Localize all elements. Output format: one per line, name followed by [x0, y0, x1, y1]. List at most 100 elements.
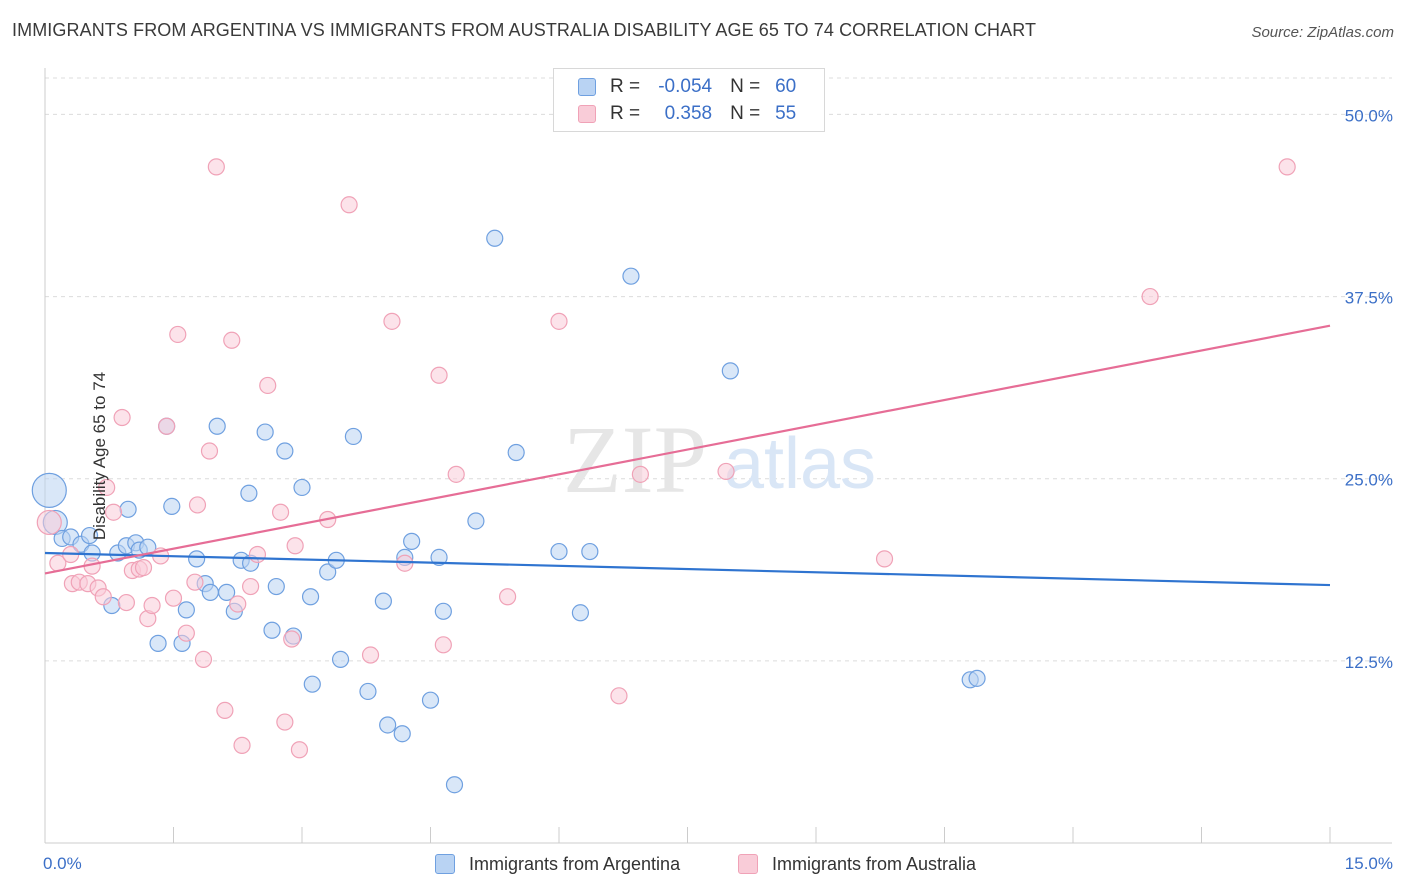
scatter-point: [434, 602, 452, 620]
scatter-point: [201, 583, 219, 601]
scatter-point: [293, 478, 311, 497]
scatter-point: [104, 503, 123, 521]
scatter-point: [359, 682, 377, 701]
scatter-point: [434, 636, 452, 654]
chart-title: IMMIGRANTS FROM ARGENTINA VS IMMIGRANTS …: [12, 20, 1037, 40]
scatter-point: [169, 325, 187, 344]
scatter-point: [207, 158, 225, 176]
scatter-point: [445, 776, 464, 794]
scatter-point: [467, 512, 485, 530]
scatter-point: [571, 604, 590, 622]
scatter-point: [31, 472, 67, 508]
scatter-point: [610, 687, 628, 705]
legend-row-australia: R = 0.358 N = 55: [578, 102, 796, 126]
y-tick-label: 50.0%: [1345, 106, 1393, 125]
scatter-point: [259, 376, 277, 395]
scatter-point: [622, 267, 640, 285]
trend-line: [44, 324, 1331, 575]
scatter-point: [223, 331, 241, 349]
scatter-point: [143, 596, 161, 615]
source-label: Source: ZipAtlas.com: [1251, 24, 1394, 41]
scatter-point: [421, 691, 440, 709]
scatter-point: [218, 583, 236, 601]
legend-r-value: 0.358: [664, 103, 713, 124]
scatter-point: [186, 573, 204, 591]
bottom-legend-swatch-australia: [738, 854, 758, 874]
scatter-point: [301, 588, 320, 606]
scatter-point: [507, 443, 525, 462]
trend-lines: [44, 324, 1331, 587]
scatter-point: [276, 442, 294, 460]
x-tick-label: 0.0%: [43, 854, 82, 873]
legend-n-label: N =: [730, 103, 761, 124]
scatter-point: [158, 417, 176, 435]
scatter-point: [263, 621, 281, 639]
scatter-point: [393, 725, 411, 743]
scatter-point: [968, 669, 986, 687]
scatter-point: [383, 312, 401, 330]
scatter-point: [240, 484, 258, 502]
gridlines: [45, 77, 1392, 662]
y-tick-label: 12.5%: [1345, 653, 1393, 672]
scatter-point: [94, 588, 112, 606]
scatter-point: [271, 503, 290, 521]
scatter-point: [344, 427, 362, 446]
scatter-point: [1141, 287, 1159, 306]
bottom-legend-argentina: Immigrants from Argentina: [435, 852, 680, 876]
scatter-point: [248, 545, 267, 564]
scatter-point: [550, 312, 568, 330]
scatter-point: [164, 589, 183, 607]
scatter-point: [276, 713, 294, 731]
scatter-point: [303, 675, 321, 693]
scatter-point: [177, 601, 195, 619]
scatter-point: [194, 650, 213, 669]
scatter-point: [631, 465, 649, 483]
scatter-point: [113, 408, 131, 427]
legend-row-argentina: R = -0.054 N = 60: [578, 75, 796, 99]
legend-swatch-argentina: [578, 78, 596, 96]
scatter-point: [379, 716, 397, 734]
scatter-point: [188, 496, 207, 514]
legend-r-value: -0.054: [658, 76, 713, 97]
scatter-point: [486, 229, 504, 247]
axes: [44, 68, 1392, 844]
scatter-point: [290, 741, 309, 759]
scatter-point: [267, 577, 285, 596]
scatter-point: [331, 650, 350, 669]
scatter-point: [430, 366, 448, 384]
bottom-legend-australia: Immigrants from Australia: [738, 852, 976, 876]
scatter-point: [134, 558, 153, 577]
scatter-point: [550, 542, 568, 561]
scatter-point: [119, 500, 137, 518]
y-tick-label: 25.0%: [1345, 471, 1393, 490]
y-axis-label: Disability Age 65 to 74: [90, 371, 110, 541]
bottom-legend-swatch-argentina: [435, 854, 455, 874]
scatter-point: [242, 577, 260, 596]
watermark-atlas: atlas: [724, 424, 876, 504]
scatter-point: [229, 595, 247, 613]
scatter-point: [80, 526, 99, 545]
scatter-point: [163, 497, 181, 515]
scatter-point: [361, 646, 380, 664]
legend-r-label: R =: [610, 76, 641, 97]
scatter-point: [283, 630, 301, 648]
correlation-legend: R = -0.054 N = 60 R = 0.358 N = 55: [553, 68, 825, 132]
scatter-point: [149, 634, 167, 652]
bottom-legend-label-australia: Immigrants from Australia: [772, 853, 977, 874]
y-tick-label: 37.5%: [1345, 289, 1393, 308]
scatter-point: [581, 542, 599, 561]
scatter-point: [1278, 158, 1296, 176]
scatter-point: [177, 624, 195, 642]
scatter-point: [216, 701, 234, 720]
legend-n-value: 55: [775, 103, 797, 124]
bottom-legend-label-argentina: Immigrants from Argentina: [469, 853, 681, 874]
scatter-point: [430, 548, 448, 567]
legend-swatch-australia: [578, 105, 596, 123]
scatter-point: [36, 509, 62, 536]
scatter-point: [403, 532, 421, 550]
legend-n-label: N =: [730, 76, 761, 97]
scatter-point: [447, 465, 465, 483]
scatter-point: [200, 442, 219, 460]
scatter-point: [717, 462, 735, 481]
